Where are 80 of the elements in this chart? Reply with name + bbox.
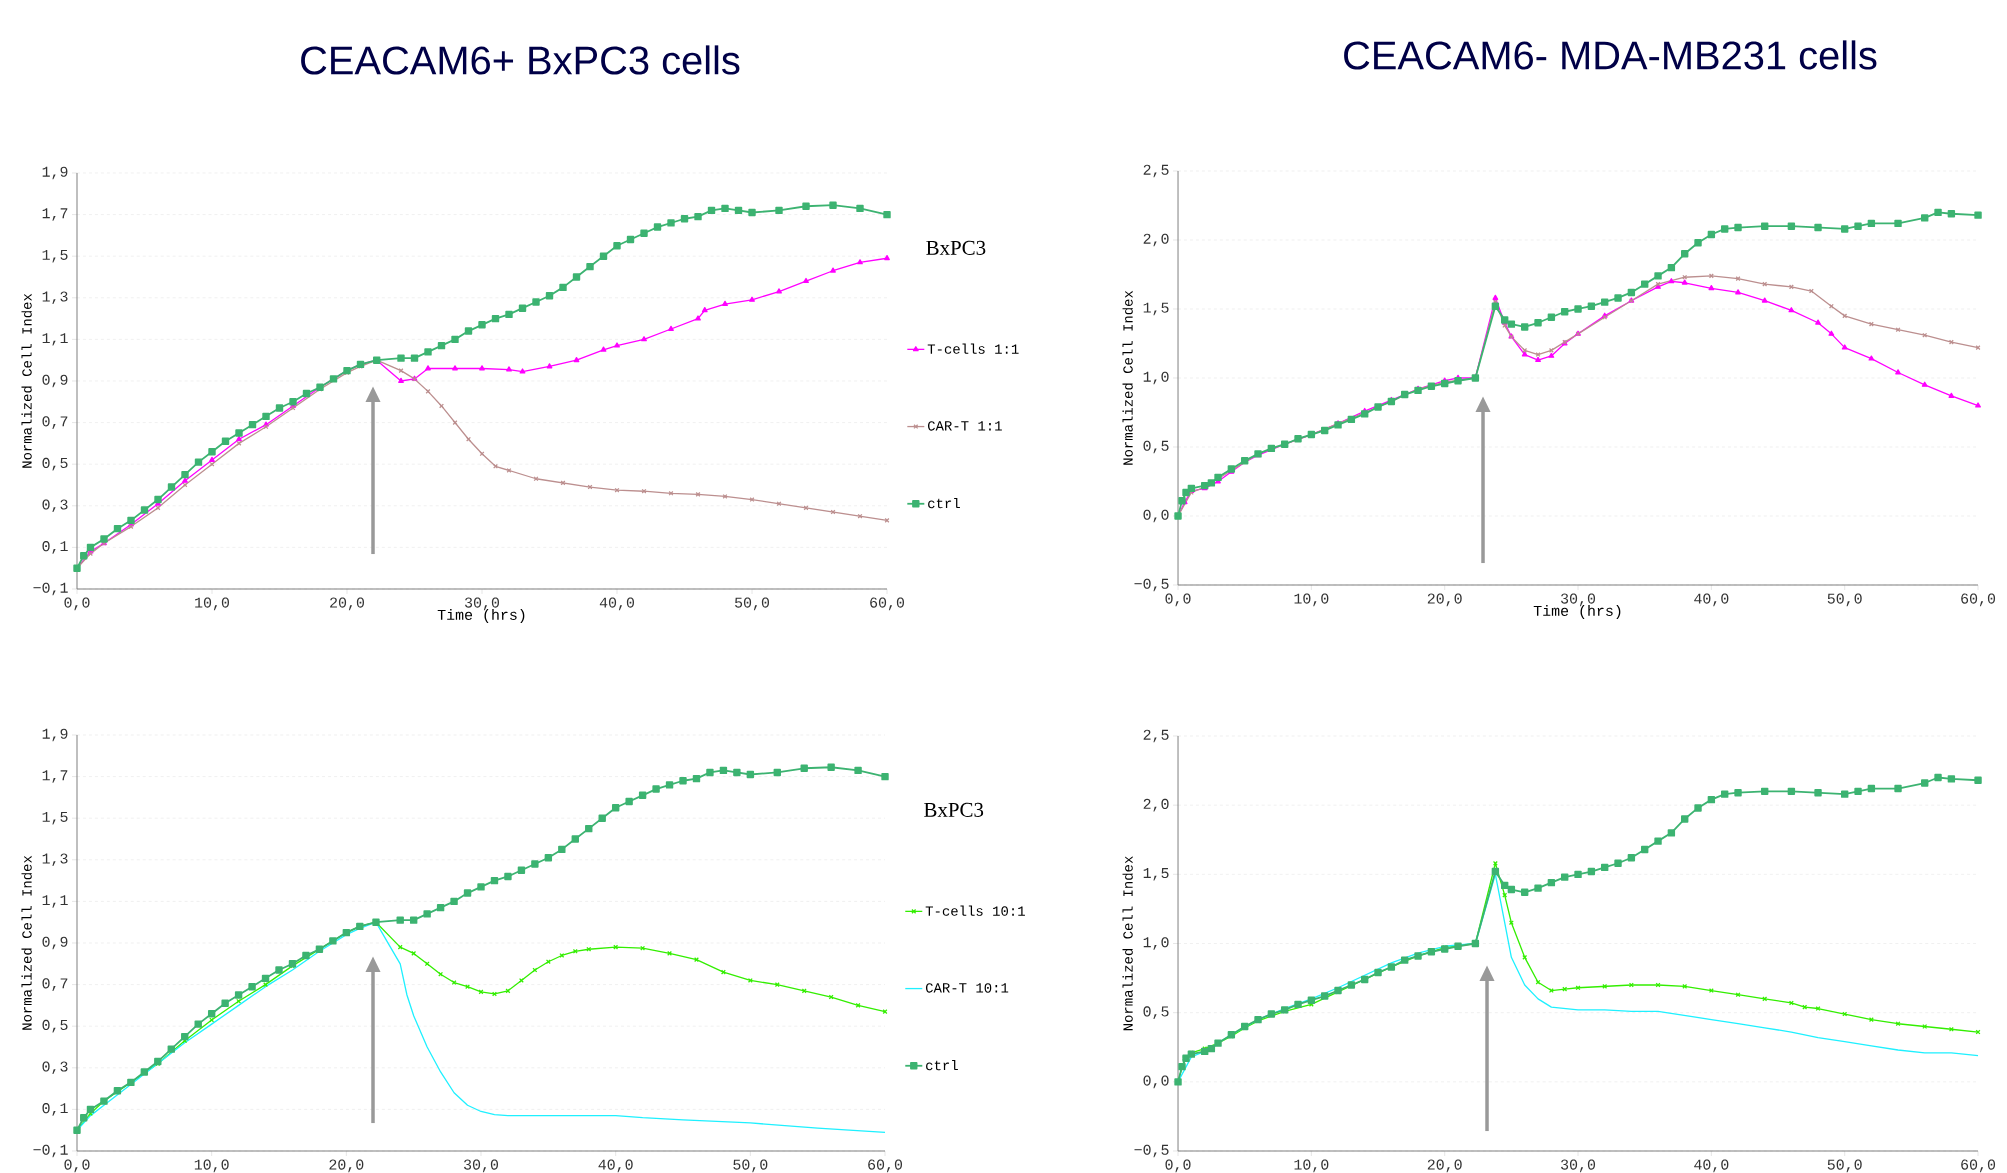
legend-label: T-cells 1:1 xyxy=(927,343,1019,354)
y-tick-label: 1,5 xyxy=(42,249,68,263)
y-axis-title: Normalized Cell Index xyxy=(1122,290,1133,465)
y-tick-label: 1,0 xyxy=(1143,371,1169,385)
y-tick-label: 0,1 xyxy=(42,541,68,554)
y-tick-label: 0,5 xyxy=(42,1019,68,1033)
x-tick-label: 30,0 xyxy=(464,1159,499,1173)
x-axis-title: Time (hrs) xyxy=(437,609,525,623)
y-tick-label: 2,0 xyxy=(1143,798,1169,812)
x-tick-label: 50,0 xyxy=(1827,1159,1862,1173)
x-tick-label: 30,0 xyxy=(1561,1159,1596,1173)
x-tick-label: 10,0 xyxy=(195,597,230,611)
legend-label: CAR-T 1:1 xyxy=(927,421,1002,431)
x-tick-label: 60,0 xyxy=(870,597,905,611)
y-tick-label: 0,0 xyxy=(1143,509,1169,523)
x-tick-label: 60,0 xyxy=(1961,593,1996,607)
x-tick-label: 0,0 xyxy=(64,1159,90,1173)
y-axis-title: Normalized Cell Index xyxy=(21,855,32,1030)
y-tick-label: 0,9 xyxy=(42,936,68,950)
x-tick-label: 40,0 xyxy=(1694,593,1729,607)
x-tick-label: 40,0 xyxy=(598,1159,633,1173)
y-tick-label: 2,0 xyxy=(1143,233,1169,247)
y-tick-label: 0,7 xyxy=(42,416,68,429)
y-tick-label: 0,1 xyxy=(42,1103,68,1116)
x-tick-label: 40,0 xyxy=(599,597,635,611)
legend-label: CAR-T 10:1 xyxy=(925,983,1009,993)
y-tick-label: 1,1 xyxy=(42,895,68,908)
y-tick-label: −0,5 xyxy=(1134,1144,1169,1158)
y-tick-label: 1,5 xyxy=(1143,302,1169,316)
chart-title: CEACAM6- MDA-MB231 cells xyxy=(1344,40,1877,70)
x-tick-label: 20,0 xyxy=(1427,1159,1462,1173)
x-tick-label: 50,0 xyxy=(735,597,770,611)
x-tick-label: 20,0 xyxy=(330,597,365,611)
y-tick-label: 1,9 xyxy=(42,728,68,742)
y-tick-label: 0,5 xyxy=(42,457,68,471)
y-tick-label: 0,3 xyxy=(42,499,68,513)
y-axis-title: Normalized Cell Index xyxy=(1122,856,1133,1031)
x-tick-label: 10,0 xyxy=(194,1159,229,1173)
y-axis-title: Normalized Cell Index xyxy=(21,293,32,468)
x-tick-label: 10,0 xyxy=(1294,1159,1329,1173)
x-tick-label: 50,0 xyxy=(733,1159,768,1173)
legend-label: ctrl xyxy=(928,497,960,509)
y-tick-label: 1,0 xyxy=(1143,937,1169,950)
y-tick-label: 0,0 xyxy=(1143,1075,1169,1089)
y-tick-label: 0,5 xyxy=(1143,440,1169,454)
x-tick-label: 0,0 xyxy=(1165,593,1191,607)
y-tick-label: 2,5 xyxy=(1143,164,1169,178)
y-tick-label: 1,3 xyxy=(42,853,68,867)
x-tick-label: 60,0 xyxy=(868,1159,903,1173)
x-tick-label: 20,0 xyxy=(1427,593,1462,607)
y-tick-label: 0,5 xyxy=(1143,1006,1169,1019)
y-tick-label: 0,9 xyxy=(42,374,68,388)
x-tick-label: 40,0 xyxy=(1694,1159,1729,1173)
y-tick-label: 1,7 xyxy=(42,208,68,221)
chart-title: CEACAM6+ BxPC3 cells xyxy=(301,45,740,75)
x-axis-title: Time (hrs) xyxy=(1533,605,1621,619)
y-tick-label: 1,1 xyxy=(42,333,68,346)
y-tick-label: −0,1 xyxy=(33,582,68,596)
x-tick-label: 0,0 xyxy=(1165,1159,1191,1173)
legend-label: ctrl xyxy=(926,1059,958,1071)
y-tick-label: 1,5 xyxy=(1143,868,1169,881)
y-tick-label: 0,7 xyxy=(42,978,68,991)
legend-title: BxPC3 xyxy=(924,802,984,817)
x-tick-label: 60,0 xyxy=(1961,1159,1996,1173)
x-tick-label: 0,0 xyxy=(64,597,90,611)
y-tick-label: −0,1 xyxy=(33,1144,68,1158)
y-tick-label: 1,9 xyxy=(42,166,68,180)
x-tick-label: 50,0 xyxy=(1827,593,1862,607)
x-tick-label: 10,0 xyxy=(1294,593,1329,607)
y-tick-label: −0,5 xyxy=(1134,578,1169,592)
legend-title: BxPC3 xyxy=(926,240,986,255)
y-tick-label: 2,5 xyxy=(1143,729,1169,743)
y-tick-label: 1,5 xyxy=(42,811,68,825)
y-tick-label: 1,7 xyxy=(42,770,68,783)
legend-label: T-cells 10:1 xyxy=(925,905,1025,916)
x-tick-label: 30,0 xyxy=(465,597,500,611)
x-tick-label: 30,0 xyxy=(1561,593,1596,607)
x-tick-label: 20,0 xyxy=(329,1159,364,1173)
y-tick-label: 0,3 xyxy=(42,1061,68,1075)
y-tick-label: 1,3 xyxy=(42,291,68,305)
